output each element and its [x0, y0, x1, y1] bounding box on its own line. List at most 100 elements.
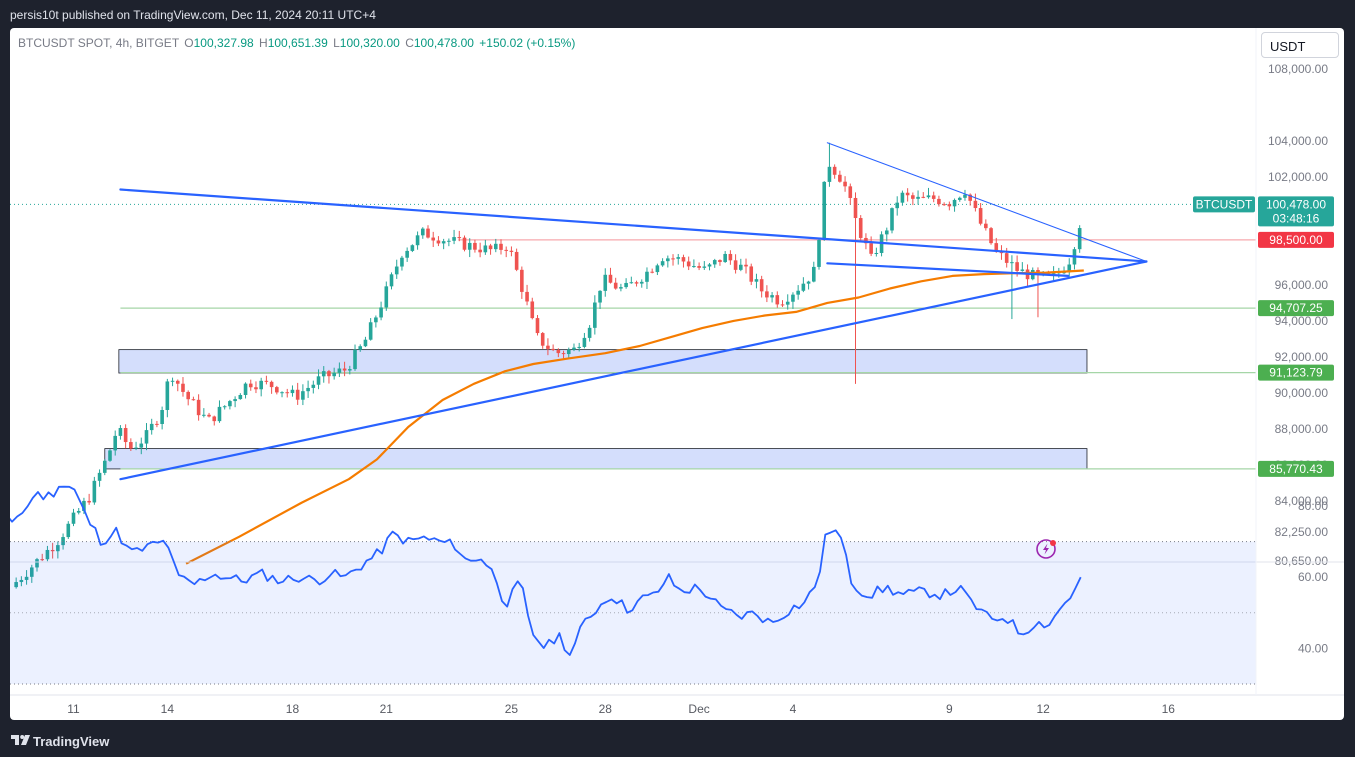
- candle-body: [978, 208, 983, 224]
- candle-body: [598, 290, 602, 303]
- candle-body: [645, 271, 649, 282]
- time-tick-label: 4: [790, 702, 797, 716]
- candle-body: [655, 265, 660, 273]
- trendline: [826, 142, 1147, 263]
- candle-body: [540, 333, 545, 346]
- candle-body: [243, 383, 248, 395]
- candle-body: [723, 253, 727, 263]
- candle-body: [170, 380, 175, 382]
- candle-body: [921, 196, 926, 198]
- currency-button[interactable]: USDT: [1261, 32, 1339, 58]
- symbol-info: BTCUSDT SPOT, 4h, BITGET: [18, 36, 179, 50]
- candle-body: [410, 245, 415, 251]
- trendline: [119, 188, 1148, 263]
- candle-body: [149, 423, 154, 431]
- tradingview-logo-icon[interactable]: [11, 733, 31, 747]
- candle-body: [1062, 272, 1066, 274]
- candle-body: [134, 447, 138, 449]
- candle-body: [394, 266, 399, 275]
- candle-body: [327, 371, 331, 377]
- candle-body: [217, 406, 222, 422]
- alert-icon[interactable]: [1036, 539, 1056, 559]
- candle-body: [561, 353, 566, 355]
- candle-body: [108, 450, 112, 461]
- candle-body: [681, 257, 686, 262]
- candle-body: [353, 349, 357, 370]
- candle-body: [275, 387, 279, 393]
- candle-body: [666, 258, 670, 262]
- candle-body: [848, 186, 853, 198]
- candle-body: [650, 271, 654, 273]
- candle-body: [248, 383, 253, 388]
- rsi-line: [10, 485, 1082, 656]
- price-axis: 108,000.00 104,000.00 102,000.00 96,000.00 9…: [1268, 62, 1328, 568]
- candle-body: [45, 549, 50, 560]
- time-tick-label: 11: [67, 702, 80, 716]
- candle-body: [56, 545, 60, 552]
- candle-body: [269, 381, 274, 388]
- low-label: L: [333, 36, 340, 50]
- candle-body: [791, 294, 795, 302]
- candle-body: [926, 195, 931, 198]
- price-tick-label: 84,000.00: [1275, 494, 1329, 508]
- candle-body: [884, 230, 889, 235]
- candle-body: [462, 237, 467, 250]
- candle-body: [858, 218, 863, 238]
- candle-body: [937, 198, 941, 205]
- candle-body: [82, 500, 86, 511]
- candle-body: [744, 264, 748, 267]
- high-value: 100,651.39: [267, 36, 328, 50]
- candle-body: [165, 381, 170, 411]
- trendline: [826, 262, 1070, 277]
- candle-body: [603, 274, 608, 291]
- candle-body: [634, 282, 639, 284]
- candle-body: [754, 279, 759, 282]
- candle-body: [853, 197, 858, 219]
- candle-body: [368, 322, 373, 340]
- price-tick-label: 82,250.00: [1275, 525, 1329, 539]
- candle-body: [144, 430, 149, 444]
- candle-body: [160, 410, 164, 424]
- price-chart[interactable]: 108,000.00104,000.00102,000.0096,000.009…: [10, 28, 1344, 720]
- rsi-tick-label: 60.00: [1298, 570, 1328, 584]
- candle-body: [556, 350, 561, 354]
- candle-body: [806, 281, 811, 284]
- candle-body: [796, 290, 800, 295]
- candle-body: [123, 428, 128, 443]
- candle-body: [374, 317, 378, 323]
- candle-body: [785, 301, 790, 305]
- candle-body: [942, 204, 946, 206]
- candle-body: [311, 384, 316, 388]
- price-tick-label: 108,000.00: [1268, 62, 1328, 76]
- candle-body: [35, 559, 39, 568]
- candle-body: [1010, 262, 1014, 264]
- candle-body: [639, 281, 644, 284]
- level-tag-bg: [1258, 364, 1334, 381]
- chart-frame[interactable]: 108,000.00 104,000.00 102,000.00 96,000.00 9…: [10, 28, 1344, 720]
- candle-body: [514, 251, 519, 270]
- candle-body: [707, 264, 712, 267]
- demand-zones: [104, 349, 1088, 470]
- tradingview-brand[interactable]: TradingView: [33, 734, 110, 749]
- candle-body: [770, 295, 774, 298]
- candle-body: [306, 387, 310, 392]
- candle-body: [895, 202, 900, 209]
- candle-body: [118, 428, 123, 436]
- price-tick-label: 80,650.00: [1275, 554, 1329, 568]
- rsi-band: [10, 541, 1256, 684]
- candle-body: [431, 237, 436, 241]
- candle-body: [989, 228, 993, 244]
- candle-body: [238, 394, 243, 400]
- candle-body: [619, 287, 623, 289]
- publish-info: persis10t published on TradingView.com, …: [10, 8, 376, 22]
- candle-body: [14, 582, 18, 588]
- candle-body: [801, 283, 806, 291]
- candle-body: [415, 235, 420, 246]
- candle-body: [968, 194, 972, 201]
- candle-body: [467, 242, 472, 250]
- candle-body: [295, 389, 300, 400]
- candle-body: [40, 559, 45, 561]
- candle-body: [186, 391, 190, 400]
- candle-body: [358, 346, 363, 350]
- candle-body: [749, 266, 754, 282]
